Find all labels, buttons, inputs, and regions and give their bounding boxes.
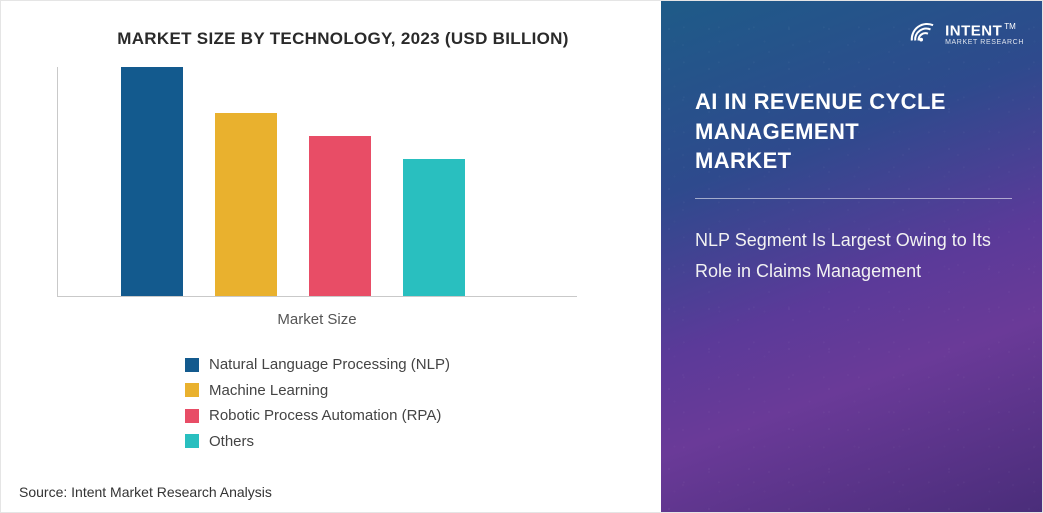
legend-label: Others — [209, 429, 254, 455]
legend-swatch-ml — [185, 383, 199, 397]
chart-plot-area — [57, 67, 577, 297]
x-axis-label: Market Size — [57, 311, 577, 328]
chart-title: MARKET SIZE BY TECHNOLOGY, 2023 (USD BIL… — [45, 29, 641, 49]
logo-brand: INTENT — [945, 22, 1002, 39]
bar-nlp — [121, 67, 183, 296]
chart-panel: MARKET SIZE BY TECHNOLOGY, 2023 (USD BIL… — [1, 1, 661, 512]
legend-item-others: Others — [185, 429, 641, 455]
legend-swatch-others — [185, 434, 199, 448]
bar-machine-learning — [215, 113, 277, 296]
legend-label: Robotic Process Automation (RPA) — [209, 403, 441, 429]
headline-subtitle: NLP Segment Is Largest Owing to Its Role… — [695, 225, 1012, 286]
legend-swatch-nlp — [185, 358, 199, 372]
bar-others — [403, 159, 465, 296]
infographic-container: MARKET SIZE BY TECHNOLOGY, 2023 (USD BIL… — [0, 0, 1043, 513]
headline-line: AI IN REVENUE CYCLE — [695, 87, 1012, 117]
legend-item-ml: Machine Learning — [185, 378, 641, 404]
source-attribution: Source: Intent Market Research Analysis — [19, 484, 272, 500]
headline-line: MANAGEMENT — [695, 117, 1012, 147]
wifi-arc-icon — [905, 15, 939, 54]
logo-tm: TM — [1004, 22, 1016, 31]
legend-label: Natural Language Processing (NLP) — [209, 352, 450, 378]
headline-divider — [695, 198, 1012, 199]
logo-text: INTENTTM MARKET RESEARCH — [945, 23, 1024, 46]
legend-item-rpa: Robotic Process Automation (RPA) — [185, 403, 641, 429]
legend-label: Machine Learning — [209, 378, 328, 404]
headline-line: MARKET — [695, 146, 1012, 176]
chart-legend: Natural Language Processing (NLP) Machin… — [185, 352, 641, 454]
bar-group — [58, 67, 577, 296]
legend-item-nlp: Natural Language Processing (NLP) — [185, 352, 641, 378]
logo-subtext: MARKET RESEARCH — [945, 39, 1024, 46]
brand-logo: INTENTTM MARKET RESEARCH — [905, 15, 1024, 54]
headline-title: AI IN REVENUE CYCLE MANAGEMENT MARKET — [695, 87, 1012, 176]
bar-rpa — [309, 136, 371, 296]
legend-swatch-rpa — [185, 409, 199, 423]
headline-panel: INTENTTM MARKET RESEARCH AI IN REVENUE C… — [661, 1, 1042, 512]
